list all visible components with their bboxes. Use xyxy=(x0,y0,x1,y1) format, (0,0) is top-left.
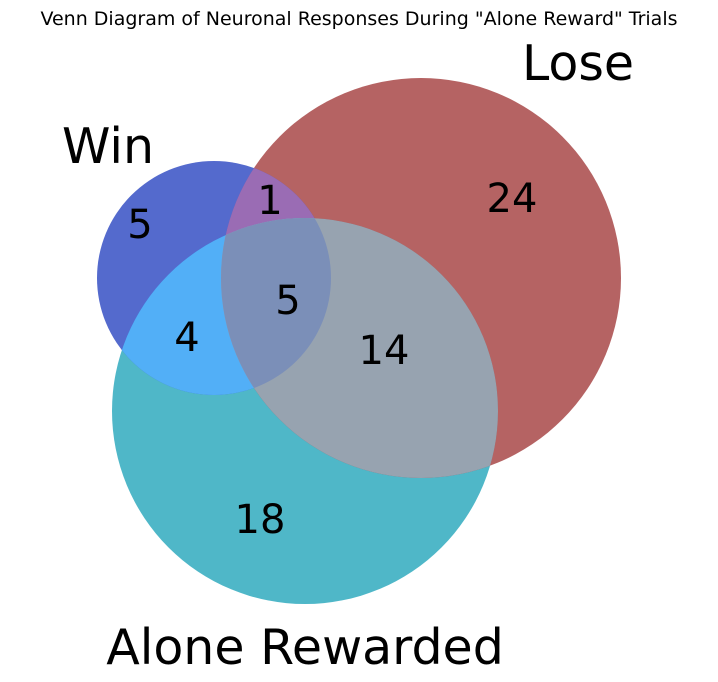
count-lose-only: 24 xyxy=(487,176,538,222)
count-win-lose: 1 xyxy=(257,178,282,224)
lose-alone-overlap xyxy=(221,218,498,478)
set-label-win: Win xyxy=(62,118,154,175)
diagram-title: Venn Diagram of Neuronal Responses Durin… xyxy=(40,8,677,30)
set-label-lose: Lose xyxy=(522,35,634,92)
count-alone-only: 18 xyxy=(235,497,286,543)
count-lose-alone: 14 xyxy=(359,328,410,374)
set-label-alone-rewarded: Alone Rewarded xyxy=(106,619,504,676)
count-all-three: 5 xyxy=(275,278,300,324)
count-win-alone: 4 xyxy=(174,315,199,361)
count-win-only: 5 xyxy=(127,202,152,248)
